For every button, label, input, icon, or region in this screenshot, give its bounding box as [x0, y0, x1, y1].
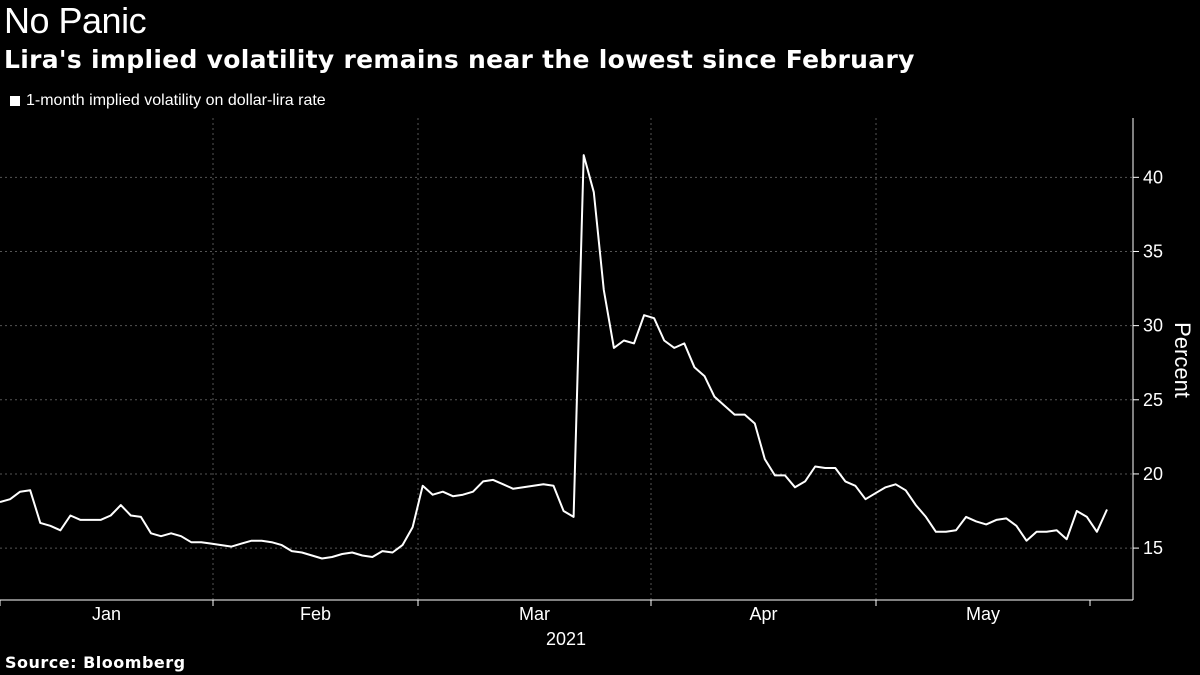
x-ticks: Jan Feb Mar Apr May: [0, 600, 1091, 624]
series: [0, 154, 1108, 560]
source-note: Source: Bloomberg: [5, 653, 186, 672]
series-line: [0, 154, 1108, 560]
y-tick-label: 35: [1143, 241, 1163, 261]
y-tick-label: 30: [1143, 316, 1163, 336]
axes: [0, 118, 1134, 601]
y-ticks: 15 20 25 30 35 40: [1133, 167, 1163, 558]
y-axis-label: Percent: [1170, 322, 1195, 398]
x-tick-label: Mar: [519, 604, 550, 624]
chart-title: No Panic: [4, 0, 147, 41]
y-tick-label: 15: [1143, 538, 1163, 558]
x-tick-label: Apr: [749, 604, 777, 624]
legend-swatch: [10, 96, 20, 106]
y-tick-label: 25: [1143, 390, 1163, 410]
x-year-label: 2021: [546, 629, 586, 649]
y-tick-label: 20: [1143, 464, 1163, 484]
x-tick-label: May: [966, 604, 1000, 624]
chart-subtitle: Lira's implied volatility remains near t…: [4, 45, 915, 74]
legend: 1-month implied volatility on dollar-lir…: [10, 92, 326, 110]
x-tick-label: Jan: [92, 604, 121, 624]
gridlines: [0, 118, 1133, 600]
legend-label: 1-month implied volatility on dollar-lir…: [26, 92, 326, 109]
x-tick-label: Feb: [300, 604, 331, 624]
y-tick-label: 40: [1143, 167, 1163, 187]
